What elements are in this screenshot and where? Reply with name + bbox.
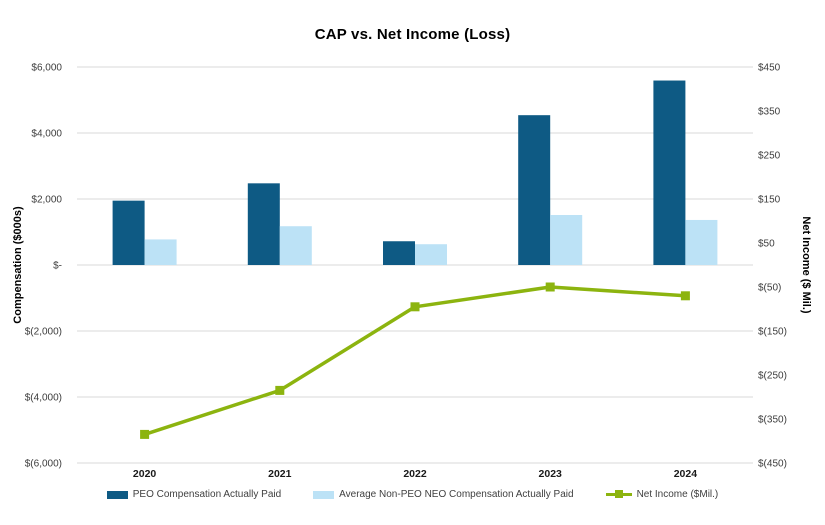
net-income-point-marker (140, 429, 150, 439)
legend-swatch-nonpeo-cap (313, 490, 335, 499)
bar-nonpeo-cap (550, 215, 583, 265)
net-income-point-marker (680, 291, 690, 301)
legend-label-peo-cap: PEO Compensation Actually Paid (132, 489, 282, 500)
left-axis-tick-label: $6,000 (31, 63, 62, 74)
bar-peo-cap (653, 80, 686, 265)
right-axis-tick-label: $(450) (758, 459, 787, 470)
bar-peo-cap (383, 241, 415, 265)
legend-item-net-income: Net Income ($Mil.) (605, 489, 719, 500)
right-axis-tick-label: $250 (758, 151, 781, 162)
right-axis-tick-label: $150 (758, 195, 781, 206)
x-axis-category-label: 2022 (403, 468, 427, 480)
right-axis-tick-label: $450 (758, 63, 781, 74)
left-axis-tick-label: $4,000 (31, 129, 62, 140)
left-axis-tick-label: $(6,000) (25, 459, 62, 470)
right-axis-tick-label: $(250) (758, 371, 787, 382)
net-income-point-marker (410, 302, 420, 312)
legend: PEO Compensation Actually Paid Average N… (0, 489, 825, 500)
left-axis-tick-label: $(2,000) (25, 327, 62, 338)
legend-item-nonpeo-cap: Average Non-PEO NEO Compensation Actuall… (313, 489, 574, 500)
left-axis-tick-label: $(4,000) (25, 393, 62, 404)
legend-swatch-peo-cap (106, 490, 128, 499)
bar-nonpeo-cap (279, 226, 312, 265)
x-axis-category-label: 2024 (674, 468, 698, 480)
bar-peo-cap (518, 115, 551, 266)
plot-area: $6,000 $4,000 $2,000 $- $(2,000) $(4,000) $(6,… (25, 63, 787, 481)
x-axis-category-label: 2023 (539, 468, 563, 480)
legend-label-nonpeo-cap: Average Non-PEO NEO Compensation Actuall… (339, 489, 574, 500)
legend-swatch-net-income (605, 490, 632, 499)
bar-nonpeo-cap (685, 219, 718, 265)
bar-peo-cap (247, 183, 280, 265)
right-axis-tick-label: $(50) (758, 283, 781, 294)
right-axis-tick-label: $(350) (758, 415, 787, 426)
legend-item-peo-cap: PEO Compensation Actually Paid (106, 489, 282, 500)
net-income-point-marker (545, 282, 555, 292)
right-axis-tick-label: $50 (758, 239, 775, 250)
right-axis-tick-label: $350 (758, 107, 781, 118)
chart-title: CAP vs. Net Income (Loss) (314, 26, 511, 43)
x-axis-category-label: 2021 (268, 468, 292, 480)
legend-square-marker-glyph (614, 490, 623, 498)
legend-label-net-income: Net Income ($Mil.) (636, 489, 719, 500)
left-axis-tick-label: $- (53, 261, 62, 272)
net-income-point-marker (275, 385, 285, 395)
bar-nonpeo-cap (144, 239, 177, 265)
bar-nonpeo-cap (415, 244, 447, 265)
right-axis-tick-label: $(150) (758, 327, 787, 338)
bar-peo-cap (112, 200, 145, 265)
x-axis-category-label: 2020 (133, 468, 157, 480)
left-axis-tick-label: $2,000 (31, 195, 62, 206)
